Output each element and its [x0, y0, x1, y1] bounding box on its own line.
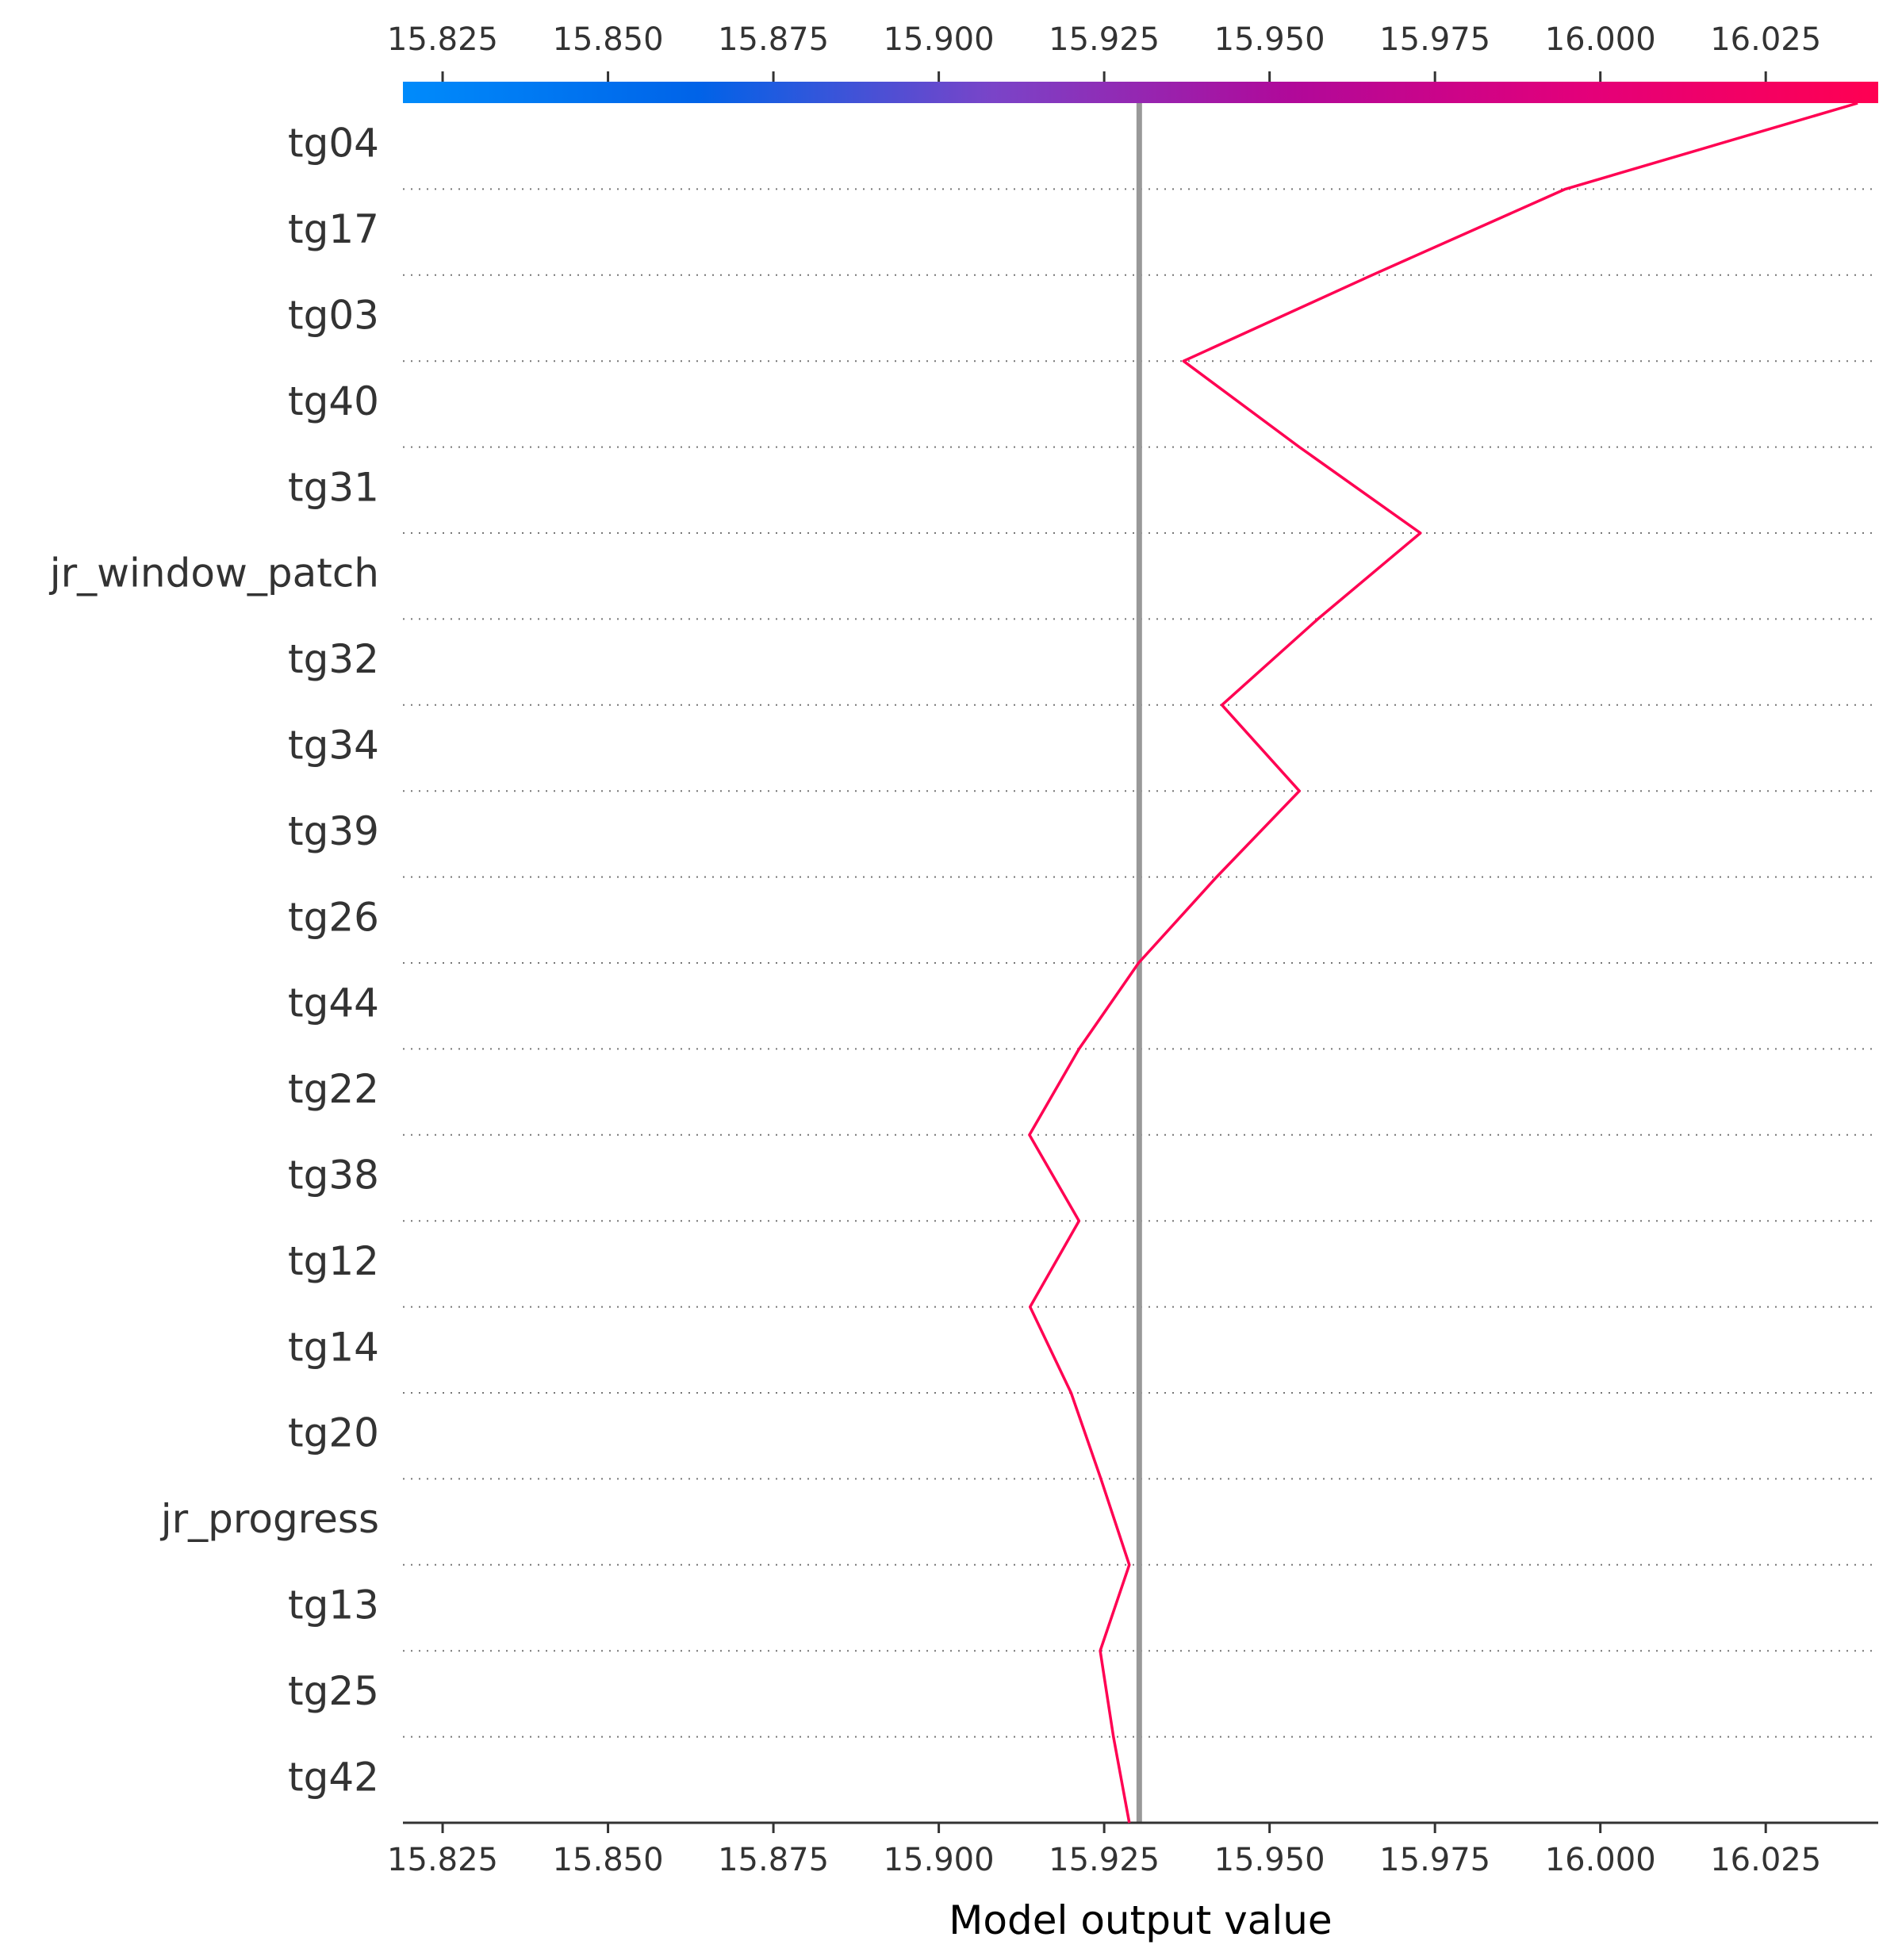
feature-labels: tg04 tg17 tg03 tg40 tg31 jr_window_patch tg32 t…: [49, 121, 379, 1801]
bottom-tick-label: 16.000: [1545, 1842, 1656, 1878]
bottom-tick-label: 15.925: [1049, 1842, 1160, 1878]
bottom-tick-label: 15.850: [553, 1842, 664, 1878]
feature-label: tg38: [288, 1153, 379, 1199]
top-tick-label: 15.975: [1379, 21, 1490, 58]
top-tick-label: 15.825: [387, 21, 498, 58]
bottom-tick-label: 15.825: [387, 1842, 498, 1878]
feature-label: tg04: [288, 121, 379, 167]
top-tick-label: 15.925: [1049, 21, 1160, 58]
top-tick-label: 15.875: [718, 21, 829, 58]
feature-label: jr_progress: [160, 1496, 379, 1542]
feature-label: tg22: [288, 1066, 379, 1112]
x-axis-title: Model output value: [949, 1897, 1332, 1943]
feature-label: tg25: [288, 1668, 379, 1714]
feature-label: tg13: [288, 1582, 379, 1628]
feature-label: tg42: [288, 1754, 379, 1800]
bottom-tick-label: 15.975: [1379, 1842, 1490, 1878]
feature-label: tg34: [288, 723, 379, 769]
bottom-tick-label: 15.900: [884, 1842, 995, 1878]
top-axis-ticks: 15.825 15.850 15.875 15.900 15.925 15.950 15.9…: [387, 21, 1821, 82]
bottom-axis-ticks: 15.825 15.850 15.875 15.900 15.925 15.950 15.9…: [387, 1823, 1821, 1878]
bottom-tick-label: 15.875: [718, 1842, 829, 1878]
feature-label: tg14: [288, 1324, 379, 1370]
colorbar: [403, 82, 1878, 103]
top-tick-label: 16.025: [1710, 21, 1821, 58]
top-tick-label: 15.900: [884, 21, 995, 58]
feature-label: tg32: [288, 636, 379, 682]
feature-label: tg44: [288, 980, 379, 1026]
feature-label: tg40: [288, 378, 379, 424]
feature-label: jr_window_patch: [49, 550, 379, 596]
top-tick-label: 15.950: [1214, 21, 1325, 58]
top-tick-label: 16.000: [1545, 21, 1656, 58]
feature-label: tg31: [288, 464, 379, 510]
feature-label: tg39: [288, 808, 379, 854]
feature-label: tg03: [288, 293, 379, 339]
bottom-tick-label: 15.950: [1214, 1842, 1325, 1878]
bottom-tick-label: 16.025: [1710, 1842, 1821, 1878]
feature-label: tg26: [288, 894, 379, 940]
feature-label: tg12: [288, 1238, 379, 1284]
feature-label: tg17: [288, 206, 379, 252]
feature-label: tg20: [288, 1410, 379, 1456]
decision-path-line: [1028, 102, 1858, 1824]
top-tick-label: 15.850: [553, 21, 664, 58]
